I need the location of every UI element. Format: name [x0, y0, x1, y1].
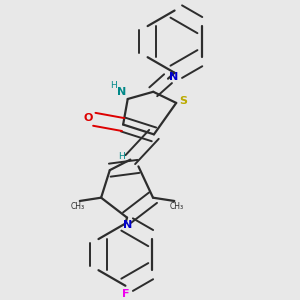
Text: S: S [179, 96, 188, 106]
Text: H: H [111, 81, 117, 90]
Text: F: F [122, 289, 129, 299]
Text: CH₃: CH₃ [70, 202, 84, 211]
Text: N: N [169, 72, 178, 82]
Text: H: H [118, 152, 124, 161]
Text: N: N [123, 220, 132, 230]
Text: N: N [117, 87, 126, 97]
Text: O: O [84, 113, 93, 123]
Text: CH₃: CH₃ [170, 202, 184, 211]
